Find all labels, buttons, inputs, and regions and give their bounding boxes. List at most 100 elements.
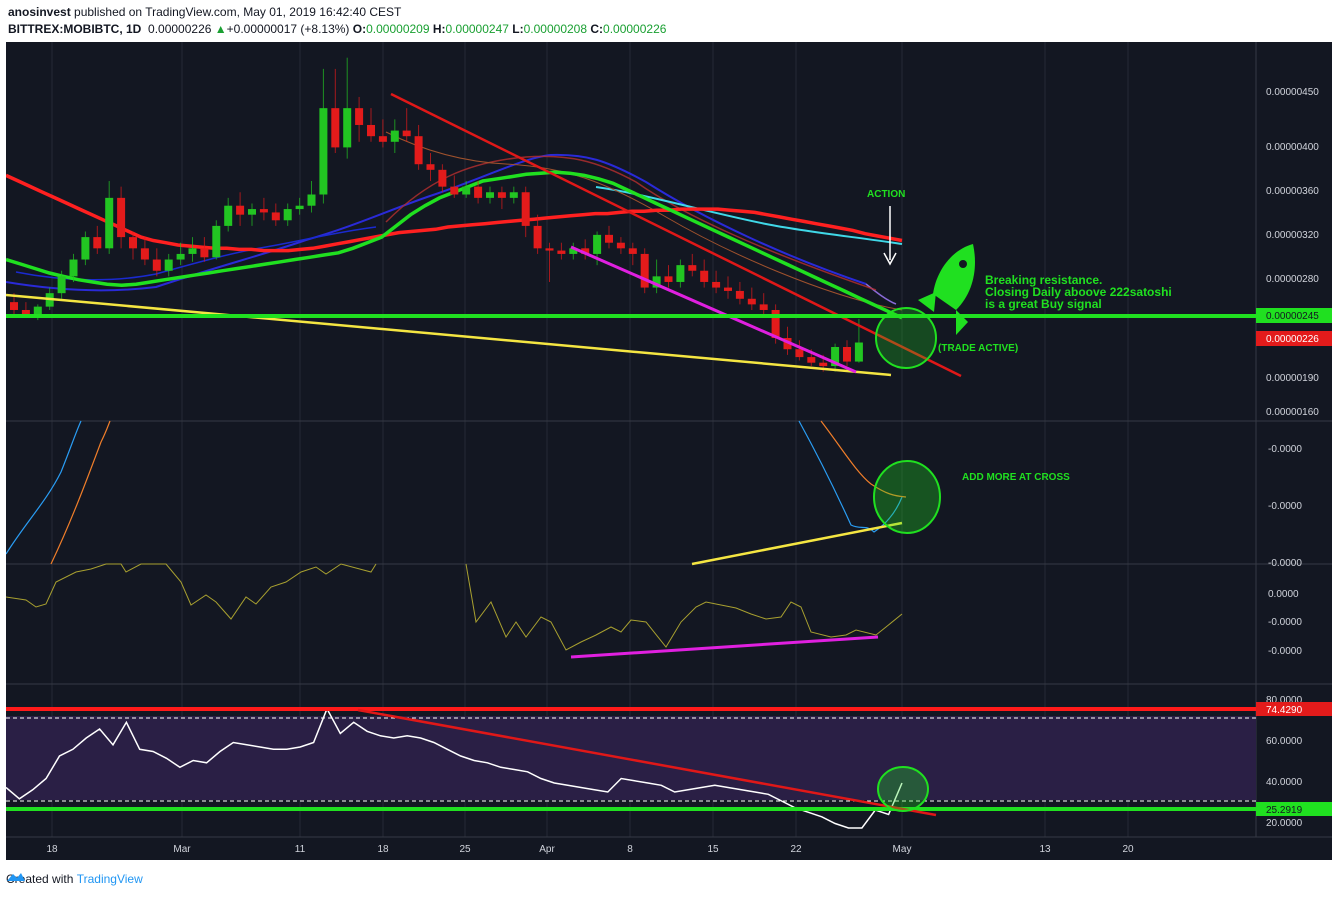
breaking-text-1: Breaking resistance.	[985, 273, 1102, 287]
red-resistance-trendline[interactable]	[390, 92, 962, 378]
cross-circle[interactable]	[873, 460, 941, 534]
candle-body[interactable]	[307, 194, 316, 206]
candle-body[interactable]	[712, 281, 721, 288]
candle-body[interactable]	[188, 248, 197, 254]
symbol: BITTREX:MOBIBTC, 1D	[8, 22, 142, 36]
rsi-axis[interactable]: 80.0000 60.0000 40.0000 20.0000	[1266, 695, 1303, 829]
candle-body[interactable]	[105, 197, 114, 249]
time-axis[interactable]: 18 Mar 11 18 25 Apr 8 15 22 May 13 20	[46, 844, 1134, 855]
candle-body[interactable]	[438, 169, 447, 187]
candle-body[interactable]	[343, 108, 352, 148]
candle-body[interactable]	[664, 276, 673, 282]
candle-body[interactable]	[581, 248, 590, 254]
candle-body[interactable]	[93, 237, 102, 249]
candle-body[interactable]	[605, 234, 613, 243]
yellow-support-trendline[interactable]	[6, 293, 892, 377]
candle-body[interactable]	[783, 338, 792, 350]
breaking-text-2: Closing Daily aboove 222satoshi	[985, 285, 1172, 299]
candle-body[interactable]	[331, 108, 340, 148]
candle-body[interactable]	[628, 248, 637, 254]
candle-body[interactable]	[200, 248, 209, 258]
osc2-yellow-trendline[interactable]	[691, 521, 903, 566]
candle-body[interactable]	[819, 362, 828, 367]
candle-body[interactable]	[81, 237, 90, 260]
candle-body[interactable]	[295, 205, 304, 210]
candle-body[interactable]	[831, 346, 840, 367]
candle-body[interactable]	[176, 253, 185, 260]
candle-body[interactable]	[33, 306, 42, 316]
tradingview-link[interactable]: TradingView	[76, 872, 143, 886]
price-axis[interactable]: 0.00000450 0.00000400 0.00000360 0.00000…	[1266, 87, 1319, 418]
osc3-axis[interactable]: 0.0000 -0.0000 -0.0000	[1268, 589, 1302, 657]
osc2-blue-line	[6, 420, 82, 555]
candle-body[interactable]	[724, 287, 732, 291]
candle-body[interactable]	[807, 357, 816, 363]
candle-body[interactable]	[21, 309, 30, 316]
candle-body[interactable]	[69, 259, 78, 277]
high-label: H:	[432, 22, 446, 36]
candle-body[interactable]	[355, 108, 364, 125]
candle-body[interactable]	[57, 276, 66, 294]
candle-body[interactable]	[521, 192, 530, 226]
candle-body[interactable]	[164, 259, 173, 271]
last-price: 0.00000226	[148, 22, 212, 36]
candle-body[interactable]	[212, 225, 221, 258]
rsi-tick: 60.0000	[1266, 736, 1303, 747]
candle-body[interactable]	[462, 186, 471, 195]
candle-body[interactable]	[474, 186, 483, 198]
candle-body[interactable]	[319, 108, 328, 195]
candle-body[interactable]	[676, 265, 685, 282]
time-tick: Mar	[173, 844, 191, 855]
change-up-icon: ▲	[214, 22, 227, 36]
candle-body[interactable]	[795, 349, 804, 358]
candle-body[interactable]	[390, 130, 399, 142]
candle-body[interactable]	[414, 136, 423, 165]
chart-area[interactable]: ACTION Breaking resistance. Closing Dail…	[6, 42, 1332, 860]
candle-body[interactable]	[236, 205, 245, 215]
candle-body[interactable]	[117, 197, 126, 238]
chart-svg[interactable]: ACTION Breaking resistance. Closing Dail…	[6, 42, 1332, 860]
candle-body[interactable]	[152, 259, 161, 271]
osc2-tick: -0.0000	[1268, 501, 1302, 512]
candle-body[interactable]	[224, 205, 233, 226]
magenta-trendline[interactable]	[570, 245, 857, 374]
osc3-magenta-trendline[interactable]	[570, 635, 879, 659]
candle-body[interactable]	[557, 250, 566, 254]
candle-body[interactable]	[593, 234, 602, 254]
candle-body[interactable]	[747, 298, 756, 305]
rsi-circle[interactable]	[877, 766, 929, 812]
candle-body[interactable]	[486, 192, 494, 198]
candle-body[interactable]	[640, 253, 649, 288]
candle-body[interactable]	[402, 130, 411, 137]
candle-body[interactable]	[378, 136, 387, 142]
candle-body[interactable]	[652, 276, 661, 288]
candle-body[interactable]	[700, 270, 709, 282]
rsi-red-trendline[interactable]	[357, 708, 937, 817]
osc2-axis[interactable]: -0.0000 -0.0000 -0.0000	[1268, 444, 1302, 569]
candle-body[interactable]	[271, 212, 280, 221]
candle-body[interactable]	[569, 248, 578, 254]
candle-body[interactable]	[854, 342, 863, 362]
candle-body[interactable]	[497, 192, 506, 198]
candle-body[interactable]	[367, 124, 375, 137]
candle-body[interactable]	[509, 192, 518, 198]
candle-body[interactable]	[450, 186, 459, 195]
candle-body[interactable]	[843, 346, 851, 362]
candle-body[interactable]	[616, 242, 625, 249]
candle-body[interactable]	[259, 209, 268, 213]
candle-body[interactable]	[545, 248, 554, 251]
author[interactable]: anosinvest	[8, 5, 71, 19]
candle-body[interactable]	[129, 237, 137, 249]
candle-body[interactable]	[688, 265, 697, 271]
candle-body[interactable]	[10, 302, 18, 310]
candle-body[interactable]	[533, 225, 542, 249]
candle-body[interactable]	[735, 290, 744, 299]
candle-body[interactable]	[759, 304, 768, 310]
candle-body[interactable]	[248, 209, 256, 215]
time-tick: 20	[1122, 844, 1134, 855]
trade-circle[interactable]	[875, 307, 937, 369]
candle-body[interactable]	[426, 164, 435, 170]
candle-body[interactable]	[283, 209, 292, 221]
candle-body[interactable]	[140, 248, 149, 260]
candle-body[interactable]	[771, 309, 780, 339]
